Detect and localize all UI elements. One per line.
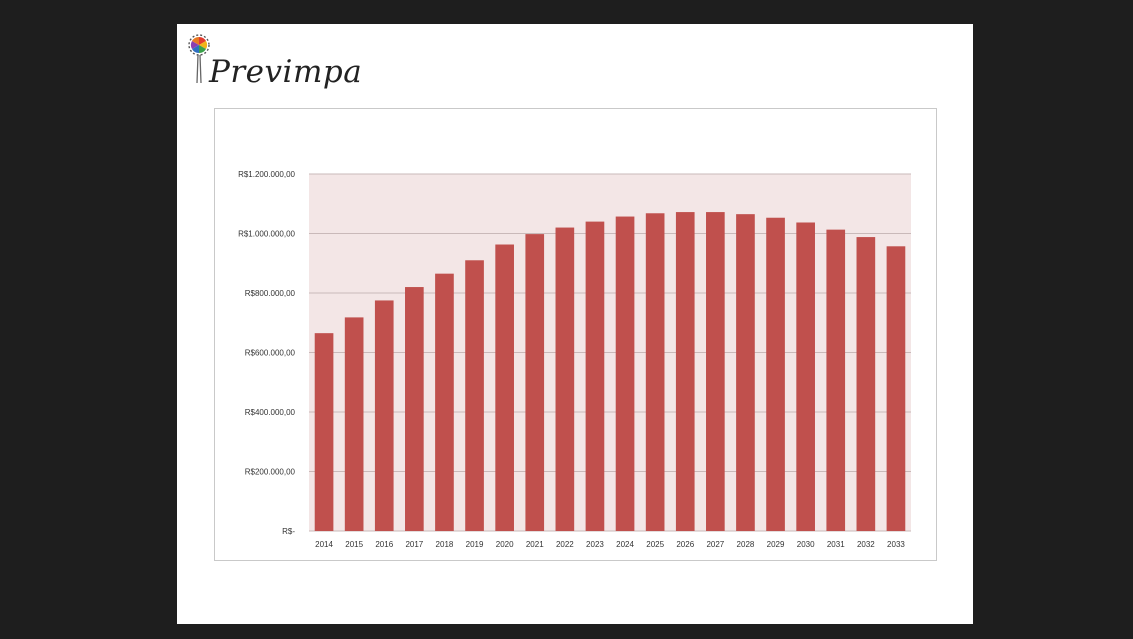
x-tick-label: 2023: [586, 540, 604, 549]
x-tick-label: 2030: [797, 540, 815, 549]
x-tick-label: 2020: [496, 540, 514, 549]
bar-2023: [585, 221, 605, 531]
brand-name: Previmpa: [209, 54, 363, 90]
bar-2032: [856, 237, 876, 531]
bar-2033: [886, 246, 906, 532]
bar-2017: [405, 287, 424, 531]
chart-frame: R$- R$200.000,00 R$400.000,00 R$600.000,00 R…: [214, 108, 937, 561]
bar-2014: [314, 333, 334, 531]
pinwheel-logo-icon: [188, 34, 210, 84]
bar-2028: [736, 214, 755, 531]
x-tick-label: 2021: [526, 540, 544, 549]
x-tick-label: 2029: [767, 540, 785, 549]
x-tick-label: 2018: [436, 540, 454, 549]
bar-2027: [706, 212, 725, 531]
bar-2031: [826, 229, 846, 531]
bar-2019: [465, 260, 484, 531]
x-tick-label: 2024: [616, 540, 634, 549]
x-tick-label: 2033: [887, 540, 905, 549]
x-tick-label: 2017: [405, 540, 423, 549]
bar-2015: [344, 317, 364, 531]
y-tick-label: R$1.000.000,00: [238, 230, 295, 239]
x-tick-label: 2026: [676, 540, 694, 549]
y-tick-label: R$-: [282, 527, 295, 536]
x-tick-label: 2015: [345, 540, 363, 549]
bar-2021: [525, 234, 545, 531]
bar-2029: [766, 217, 785, 532]
x-tick-label: 2027: [706, 540, 724, 549]
slide: Previmpa R$- R$200.000,00 R$400.000,00 R$60…: [177, 24, 973, 624]
bar-2025: [645, 213, 665, 531]
x-tick-label: 2028: [737, 540, 755, 549]
bar-2018: [435, 273, 454, 531]
x-tick-label: 2032: [857, 540, 875, 549]
bar-2024: [615, 216, 635, 531]
bar-2030: [796, 222, 815, 531]
y-tick-label: R$1.200.000,00: [238, 170, 295, 179]
x-tick-label: 2014: [315, 540, 333, 549]
y-tick-label: R$800.000,00: [245, 289, 296, 298]
x-tick-label: 2031: [827, 540, 845, 549]
y-tick-label: R$200.000,00: [245, 468, 296, 477]
y-tick-label: R$600.000,00: [245, 349, 296, 358]
x-tick-label: 2022: [556, 540, 574, 549]
bar-2016: [374, 300, 394, 531]
bar-chart: R$- R$200.000,00 R$400.000,00 R$600.000,00 R…: [238, 170, 911, 549]
y-tick-label: R$400.000,00: [245, 408, 296, 417]
bar-2020: [495, 244, 514, 531]
bar-2026: [675, 212, 695, 531]
x-tick-label: 2016: [375, 540, 393, 549]
x-tick-label: 2019: [466, 540, 484, 549]
bar-2022: [555, 227, 575, 532]
x-tick-label: 2025: [646, 540, 664, 549]
